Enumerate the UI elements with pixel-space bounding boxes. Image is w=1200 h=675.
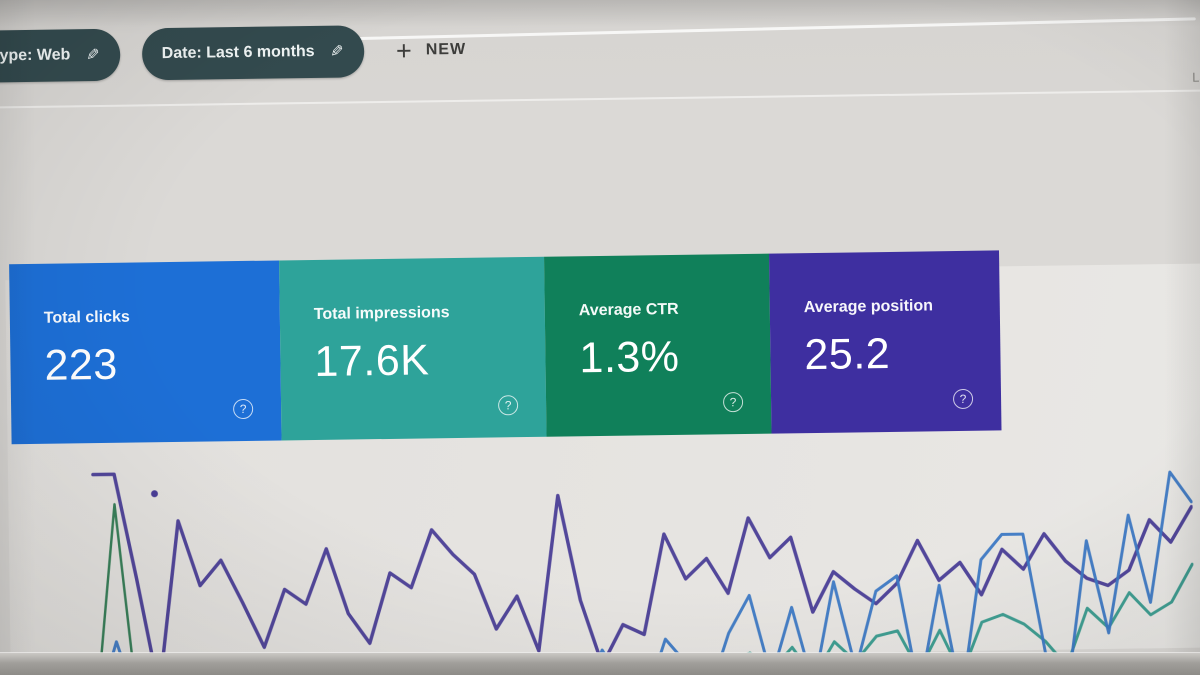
- metric-card-position[interactable]: Average position 25.2 ?: [769, 250, 1002, 434]
- new-filter-label: NEW: [425, 40, 467, 59]
- metric-value: 25.2: [804, 329, 891, 380]
- help-icon[interactable]: ?: [952, 388, 974, 410]
- search-type-filter-label: type: Web: [0, 46, 71, 65]
- metric-value: 223: [44, 340, 119, 390]
- metric-label: Average position: [803, 297, 934, 317]
- date-range-filter-chip[interactable]: Date: Last 6 months ✎: [141, 25, 365, 81]
- performance-chart-svg: [91, 470, 1196, 675]
- metric-label: Average CTR: [578, 300, 679, 320]
- series-position: [91, 472, 1194, 675]
- metric-label: Total impressions: [313, 304, 450, 323]
- plus-icon: +: [395, 35, 413, 66]
- outlier-point: [151, 490, 158, 498]
- performance-chart[interactable]: [87, 446, 1196, 675]
- metric-card-clicks[interactable]: Total clicks 223 ?: [9, 260, 282, 445]
- metric-label: Total clicks: [43, 308, 130, 327]
- filter-toolbar: type: Web ✎ Date: Last 6 months ✎ + NEW …: [0, 0, 1200, 109]
- help-icon[interactable]: ?: [722, 392, 744, 413]
- performance-content: Total clicks 223 ? Total impressions 17.…: [0, 93, 1200, 675]
- date-range-filter-label: Date: Last 6 months: [161, 42, 315, 63]
- series-clicks: [94, 470, 1193, 675]
- series-impressions: [94, 562, 1194, 675]
- search-type-filter-chip[interactable]: type: Web ✎: [0, 28, 121, 83]
- metric-card-impressions[interactable]: Total impressions 17.6K ?: [279, 256, 547, 441]
- edit-pencil-icon[interactable]: ✎: [330, 43, 345, 61]
- help-icon[interactable]: ?: [497, 395, 519, 416]
- new-filter-button[interactable]: + NEW: [395, 35, 467, 66]
- metric-card-ctr[interactable]: Average CTR 1.3% ?: [544, 253, 772, 437]
- metric-value: 1.3%: [579, 332, 680, 383]
- metric-value: 17.6K: [314, 336, 430, 386]
- help-icon[interactable]: ?: [232, 398, 254, 420]
- edit-pencil-icon[interactable]: ✎: [86, 46, 100, 65]
- monitor-bezel: [0, 653, 1200, 675]
- last-updated-clipped-text: La: [1192, 69, 1200, 85]
- filter-chip-row: type: Web ✎ Date: Last 6 months ✎ + NEW: [0, 24, 467, 83]
- metric-cards-row: Total clicks 223 ? Total impressions 17.…: [9, 250, 1002, 445]
- series-ctr: [95, 503, 1196, 675]
